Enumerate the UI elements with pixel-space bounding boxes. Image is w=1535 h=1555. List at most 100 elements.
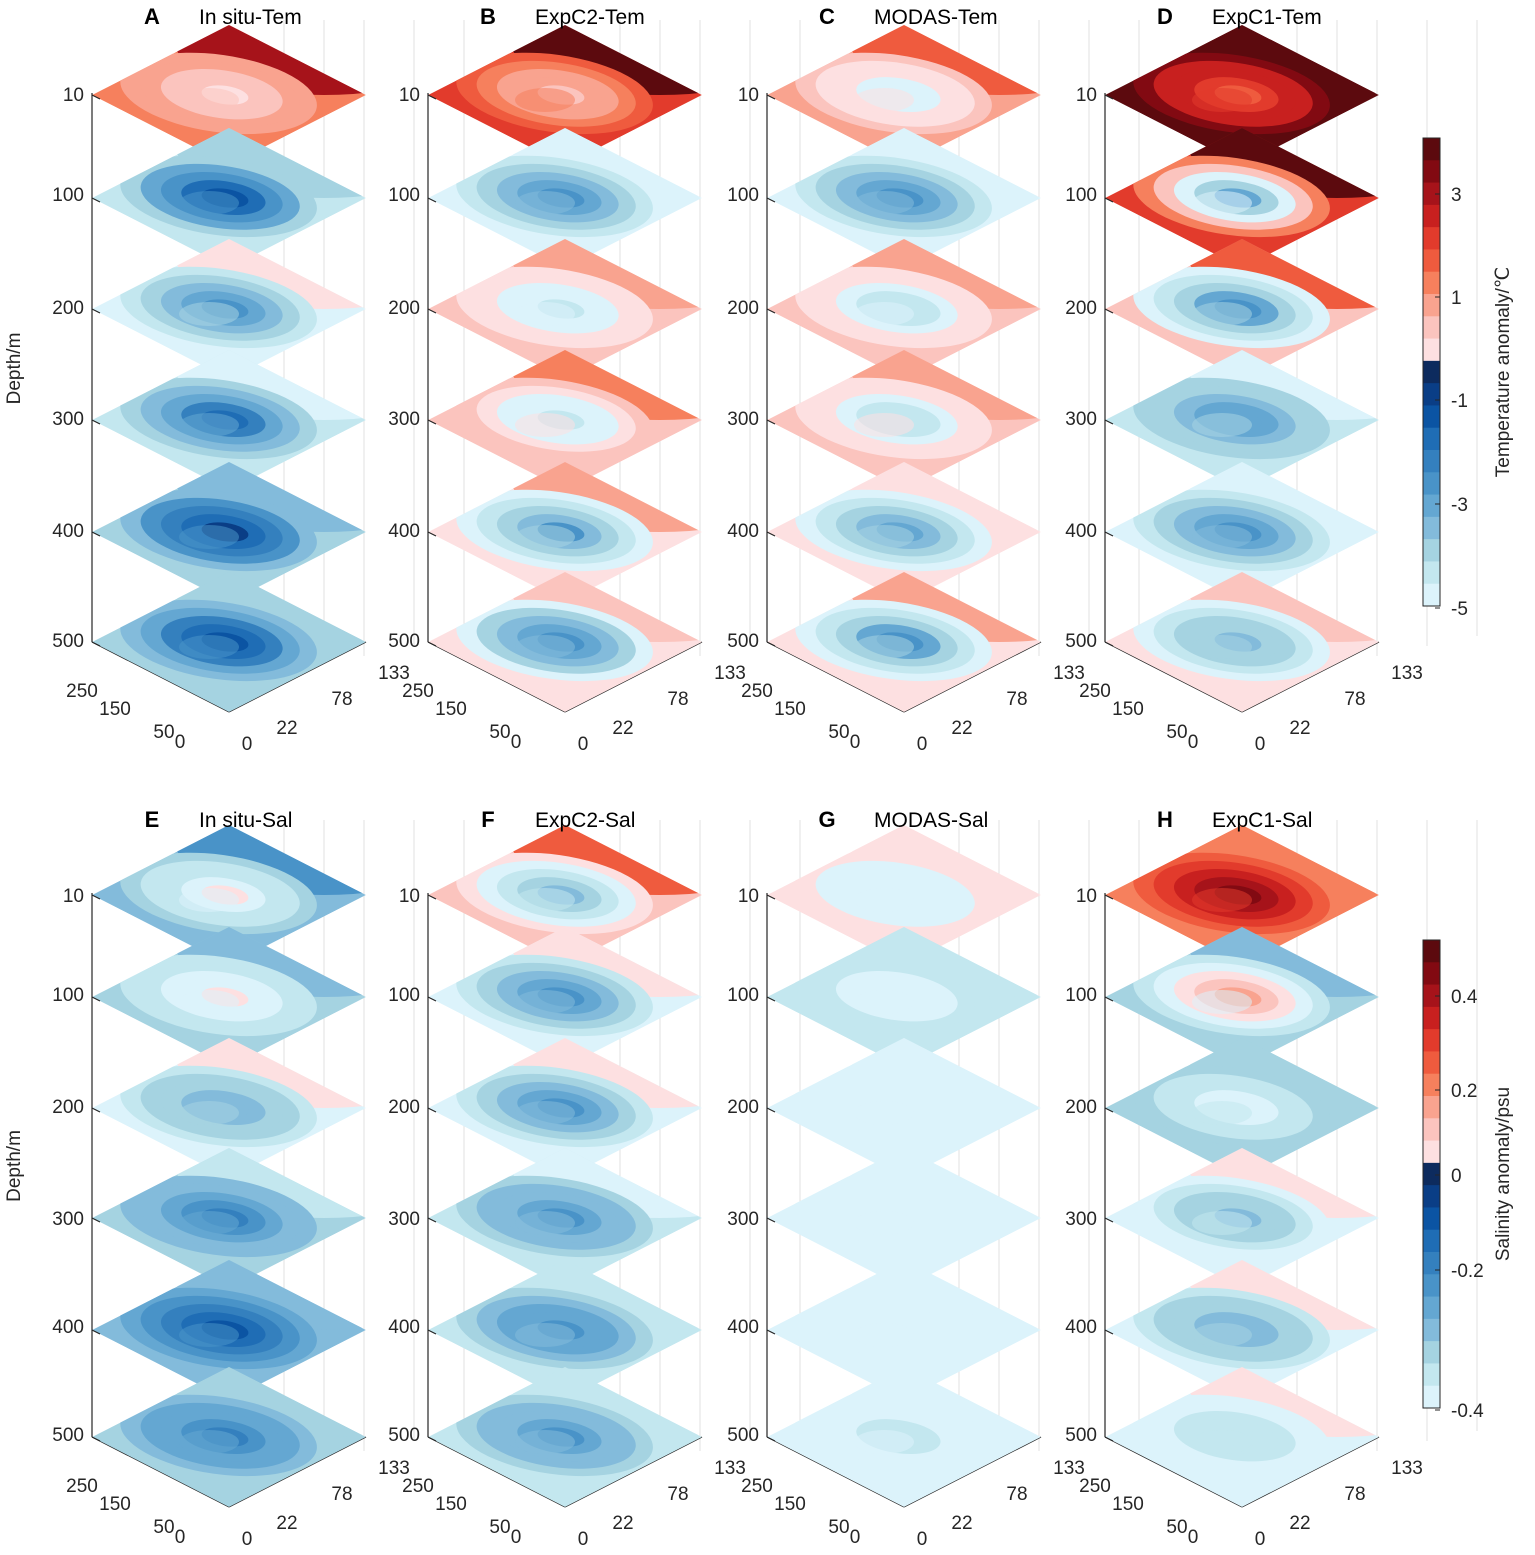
mean-patch	[854, 525, 914, 549]
depth-tick-label: 300	[727, 1209, 759, 1230]
colorbar-frame	[1422, 939, 1441, 1409]
colorbar-step	[1423, 338, 1440, 362]
mean-patch	[179, 525, 239, 549]
depth-tick	[1104, 419, 1114, 425]
x-tick-label: 250	[66, 681, 98, 702]
panel-letter: F	[481, 807, 494, 832]
mean-patch	[1192, 191, 1252, 215]
mean-patch	[515, 635, 575, 659]
depth-tick-label: 100	[727, 185, 759, 206]
y-tick-label: 22	[276, 1513, 297, 1534]
colorbar-tick-label: -3	[1451, 495, 1468, 516]
depth-tick-label: 400	[1065, 521, 1097, 542]
colorbar-step	[1423, 405, 1440, 429]
depth-tick-label: 200	[52, 1097, 84, 1118]
mean-patch	[1192, 888, 1252, 912]
panel-letter: A	[144, 4, 160, 29]
mean-patch	[854, 88, 914, 112]
colorbar-step	[1423, 494, 1440, 518]
x-tick-label: 0	[1188, 1527, 1199, 1548]
x-tick-label: 150	[774, 699, 806, 720]
colorbar-tick-label: -0.4	[1451, 1401, 1484, 1422]
panel-title: ExpC1-Tem	[1212, 6, 1322, 29]
mean-patch	[854, 635, 914, 659]
colorbar-step	[1423, 1318, 1440, 1342]
depth-tick-label: 500	[388, 1425, 420, 1446]
mean-patch	[854, 990, 914, 1014]
depth-tick	[1104, 531, 1114, 537]
colorbar-step	[1423, 1229, 1440, 1253]
y-tick-label: 133	[1391, 1458, 1423, 1479]
depth-axis-label: Depth/m	[4, 1130, 25, 1202]
x-tick-label: 250	[402, 1476, 434, 1497]
mean-patch	[179, 413, 239, 437]
x-tick-label: 0	[850, 732, 861, 753]
y-tick-label: 78	[667, 689, 688, 710]
depth-tick	[427, 94, 437, 100]
colorbar-step	[1423, 1341, 1440, 1364]
y-tick-label: 22	[1289, 1513, 1310, 1534]
mean-patch	[179, 888, 239, 912]
colorbar-step	[1423, 1185, 1440, 1208]
x-tick-label: 50	[828, 1517, 849, 1538]
x-tick-label: 0	[511, 732, 522, 753]
depth-tick-label: 10	[1076, 85, 1097, 106]
y-tick-label: 22	[951, 1513, 972, 1534]
depth-tick	[91, 996, 101, 1002]
slice-depth-100	[428, 128, 702, 268]
depth-tick	[766, 894, 776, 900]
x-tick-label: 50	[1166, 722, 1187, 743]
colorbar-step	[1423, 360, 1440, 384]
mean-patch	[515, 302, 575, 326]
y-tick-label: 78	[331, 689, 352, 710]
y-tick-label: 133	[378, 1458, 410, 1479]
depth-tick-label: 300	[1065, 409, 1097, 430]
depth-tick-label: 200	[727, 298, 759, 319]
depth-tick	[766, 1107, 776, 1113]
panel-letter: G	[818, 807, 835, 832]
mean-patch	[1192, 1211, 1252, 1235]
colorbar-tick-label: -0.2	[1451, 1261, 1484, 1282]
colorbar-step	[1423, 962, 1440, 986]
slice-depth-10	[1105, 825, 1379, 965]
colorbar-step	[1423, 1140, 1440, 1164]
mean-patch	[179, 1430, 239, 1454]
colorbar-step	[1423, 1029, 1440, 1052]
colorbar-step	[1423, 1118, 1440, 1142]
y-tick-label: 78	[1344, 1484, 1365, 1505]
colorbar-step	[1423, 227, 1440, 250]
y-tick-label: 133	[714, 1458, 746, 1479]
colorbar-step	[1423, 1051, 1440, 1075]
slice-depth-100	[92, 128, 366, 268]
y-tick-label: 0	[917, 1529, 928, 1550]
y-tick-label: 133	[714, 663, 746, 684]
x-tick-label: 150	[1112, 699, 1144, 720]
depth-tick-label: 300	[1065, 1209, 1097, 1230]
mean-patch	[1192, 1430, 1252, 1454]
x-tick-label: 50	[1166, 1517, 1187, 1538]
y-tick-label: 0	[242, 734, 253, 755]
panel-title: ExpC2-Sal	[535, 809, 635, 832]
depth-tick	[1104, 1329, 1114, 1335]
depth-tick	[1104, 996, 1114, 1002]
depth-tick-label: 10	[399, 85, 420, 106]
panel-title: MODAS-Tem	[874, 6, 998, 29]
mean-patch	[854, 1211, 914, 1235]
y-tick-label: 0	[578, 734, 589, 755]
mean-patch	[515, 1211, 575, 1235]
colorbar-step	[1423, 294, 1440, 317]
colorbar-tick-label: -5	[1451, 599, 1468, 620]
x-tick-label: 250	[1079, 681, 1111, 702]
depth-tick	[91, 1436, 101, 1442]
depth-tick-label: 400	[727, 521, 759, 542]
mean-patch	[515, 888, 575, 912]
y-tick-label: 133	[1053, 1458, 1085, 1479]
y-tick-label: 22	[612, 1513, 633, 1534]
depth-tick-label: 500	[52, 1425, 84, 1446]
colorbar-tick-label: 0.2	[1451, 1081, 1477, 1102]
mean-patch	[179, 1211, 239, 1235]
mean-patch	[515, 413, 575, 437]
mean-patch	[515, 990, 575, 1014]
